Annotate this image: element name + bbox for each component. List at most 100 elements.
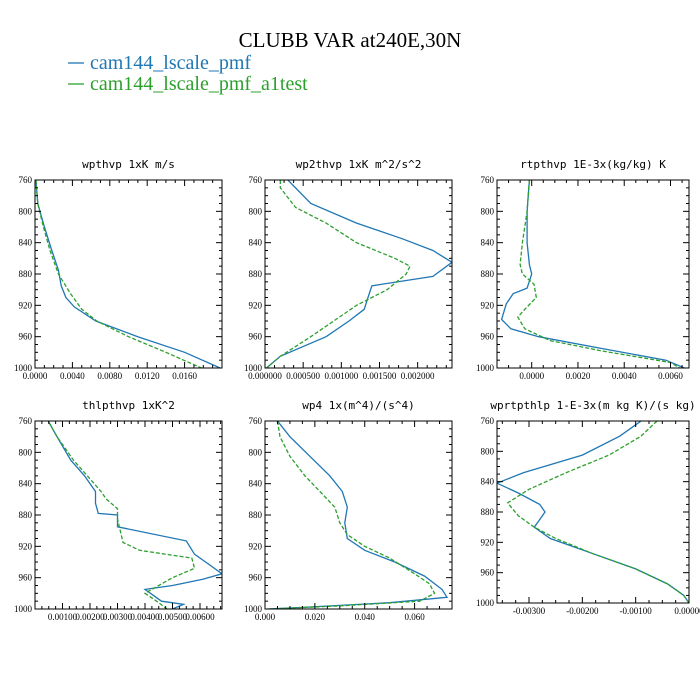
y-tick-label: 920 bbox=[249, 300, 263, 310]
panel-title: wprtpthlp 1-E-3x(m kg K)/(s kg) bbox=[490, 399, 695, 412]
legend-label-2: cam144_lscale_pmf_a1test bbox=[90, 73, 308, 95]
y-tick-label: 760 bbox=[19, 175, 33, 185]
y-tick-label: 880 bbox=[19, 510, 33, 520]
x-tick-label: 0.0040 bbox=[60, 371, 85, 381]
panel-1: wpthvp 1xK m/s76080084088092096010000.00… bbox=[14, 158, 223, 381]
x-tick-label: 0.00600 bbox=[185, 612, 215, 622]
x-tick-label: 0.00100 bbox=[48, 612, 78, 622]
panel-title: wp2thvp 1xK m^2/s^2 bbox=[296, 158, 422, 171]
y-tick-label: 920 bbox=[481, 300, 495, 310]
legend: cam144_lscale_pmf cam144_lscale_pmf_a1te… bbox=[68, 52, 308, 95]
x-tick-label: 0.0060 bbox=[658, 371, 683, 381]
y-tick-label: 840 bbox=[249, 479, 263, 489]
figure-title: CLUBB VAR at240E,30N bbox=[239, 28, 462, 52]
x-tick-label: 0.00200 bbox=[75, 612, 105, 622]
x-tick-label: -0.00100 bbox=[620, 606, 653, 616]
series-line-1 bbox=[266, 180, 452, 368]
x-tick-label: 0.0160 bbox=[172, 371, 197, 381]
series-line-1 bbox=[35, 180, 221, 368]
panel-5: wp4 1x(m^4)/(s^4)76080084088092096010000… bbox=[244, 399, 453, 622]
x-tick-label: 0.001000 bbox=[324, 371, 358, 381]
series-line-2 bbox=[506, 421, 689, 603]
y-tick-label: 800 bbox=[481, 446, 495, 456]
y-tick-label: 1000 bbox=[244, 363, 263, 373]
series-line-1 bbox=[47, 421, 222, 609]
plot-frame bbox=[496, 179, 690, 369]
x-tick-label: 0.020 bbox=[305, 612, 326, 622]
series-line-1 bbox=[267, 421, 449, 609]
series-line-2 bbox=[47, 421, 196, 609]
x-tick-label: 0.0000 bbox=[23, 371, 48, 381]
series-line-2 bbox=[266, 180, 411, 368]
legend-label-1: cam144_lscale_pmf bbox=[90, 52, 251, 74]
y-tick-label: 800 bbox=[19, 206, 33, 216]
x-tick-label: 0.0120 bbox=[135, 371, 160, 381]
y-tick-label: 760 bbox=[481, 416, 495, 426]
x-tick-label: 0.002000 bbox=[401, 371, 435, 381]
y-tick-label: 880 bbox=[19, 269, 33, 279]
x-tick-label: 0.00000 bbox=[674, 606, 700, 616]
y-tick-label: 960 bbox=[19, 332, 33, 342]
y-tick-label: 920 bbox=[19, 541, 33, 551]
y-tick-label: 960 bbox=[481, 568, 495, 578]
y-tick-label: 920 bbox=[19, 300, 33, 310]
plot-frame bbox=[496, 420, 690, 604]
y-tick-label: 880 bbox=[481, 507, 495, 517]
x-tick-label: 0.000000 bbox=[248, 371, 282, 381]
y-tick-label: 1000 bbox=[244, 604, 263, 614]
x-tick-label: -0.00200 bbox=[566, 606, 599, 616]
panel-6: wprtpthlp 1-E-3x(m kg K)/(s kg) 760 800 840… bbox=[476, 399, 700, 616]
x-tick-label: 0.000 bbox=[255, 612, 276, 622]
y-tick-label: 1000 bbox=[476, 598, 495, 608]
panel-4: thlpthvp 1xK^2 760 800 840 880 920 960 1000 0.00… bbox=[14, 399, 223, 622]
y-tick-label: 760 bbox=[249, 416, 263, 426]
x-tick-label: 0.001500 bbox=[363, 371, 397, 381]
y-tick-label: 800 bbox=[249, 206, 263, 216]
series-line-2 bbox=[269, 421, 436, 609]
y-tick-label: 840 bbox=[249, 238, 263, 248]
x-tick-label: 0.040 bbox=[355, 612, 376, 622]
x-tick-label: -0.00300 bbox=[513, 606, 546, 616]
y-tick-label: 960 bbox=[249, 573, 263, 583]
panel-title: thlpthvp 1xK^2 bbox=[82, 399, 175, 412]
panel-3: rtpthvp 1E-3x(kg/kg) K 760 800 840 880 920 960… bbox=[476, 158, 690, 381]
panel-2: wp2thvp 1xK m^2/s^2 760 800 840 880 920 960 100… bbox=[244, 158, 453, 381]
x-tick-label: 0.00400 bbox=[130, 612, 160, 622]
y-tick-label: 880 bbox=[481, 269, 495, 279]
y-tick-label: 920 bbox=[481, 537, 495, 547]
x-tick-label: 0.0000 bbox=[519, 371, 544, 381]
y-tick-label: 760 bbox=[19, 416, 33, 426]
series-line-2 bbox=[516, 180, 681, 368]
y-tick-label: 1000 bbox=[14, 363, 33, 373]
x-tick-label: 0.0080 bbox=[97, 371, 122, 381]
plot-frame bbox=[264, 179, 453, 369]
y-tick-label: 800 bbox=[19, 447, 33, 457]
y-tick-label: 1000 bbox=[14, 604, 33, 614]
y-tick-label: 760 bbox=[249, 175, 263, 185]
x-tick-label: 0.0040 bbox=[612, 371, 637, 381]
series-line-1 bbox=[500, 180, 685, 368]
x-tick-label: 0.00300 bbox=[103, 612, 133, 622]
y-tick-label: 800 bbox=[249, 447, 263, 457]
panel-title: wp4 1x(m^4)/(s^4) bbox=[302, 399, 415, 412]
plot-frame bbox=[34, 179, 223, 369]
x-tick-label: 0.000500 bbox=[286, 371, 320, 381]
y-tick-label: 960 bbox=[249, 332, 263, 342]
panel-title: wpthvp 1xK m/s bbox=[82, 158, 175, 171]
y-tick-label: 880 bbox=[249, 269, 263, 279]
y-tick-label: 800 bbox=[481, 206, 495, 216]
y-tick-label: 840 bbox=[19, 238, 33, 248]
x-tick-label: 0.060 bbox=[404, 612, 425, 622]
y-tick-label: 840 bbox=[481, 238, 495, 248]
x-tick-label: 0.0020 bbox=[566, 371, 591, 381]
y-tick-label: 1000 bbox=[476, 363, 495, 373]
x-tick-label: 0.00500 bbox=[158, 612, 188, 622]
y-tick-label: 960 bbox=[481, 332, 495, 342]
y-tick-label: 880 bbox=[249, 510, 263, 520]
y-tick-label: 760 bbox=[481, 175, 495, 185]
series-line-2 bbox=[35, 180, 202, 368]
y-tick-label: 920 bbox=[249, 541, 263, 551]
y-tick-label: 840 bbox=[19, 479, 33, 489]
y-tick-label: 840 bbox=[481, 477, 495, 487]
